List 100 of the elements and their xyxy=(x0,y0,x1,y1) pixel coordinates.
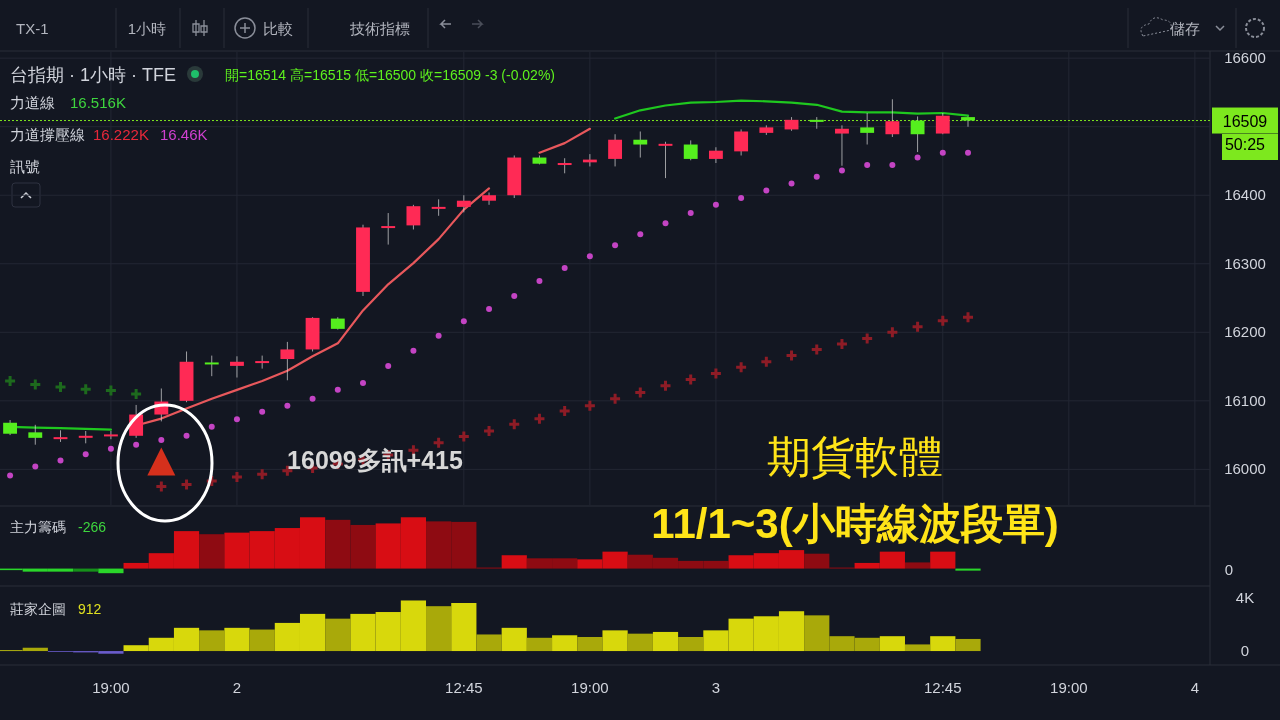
point xyxy=(54,380,67,394)
point xyxy=(57,457,64,464)
annotation: -266 xyxy=(78,519,107,535)
bar xyxy=(501,627,527,652)
point xyxy=(82,451,89,458)
point xyxy=(385,362,392,369)
point xyxy=(583,399,597,413)
point xyxy=(788,180,795,187)
annotation: 16.46K xyxy=(160,126,208,143)
candlestick xyxy=(885,98,900,138)
point xyxy=(147,447,176,476)
point xyxy=(965,149,971,156)
point xyxy=(208,423,215,430)
annotation: 莊家企圖 xyxy=(10,601,66,617)
point xyxy=(7,472,14,479)
point xyxy=(482,424,496,438)
candlestick xyxy=(734,128,749,156)
point xyxy=(180,477,194,491)
point xyxy=(712,201,719,208)
bar xyxy=(249,629,275,652)
annotation: 16.222K xyxy=(93,126,149,143)
point xyxy=(334,386,341,393)
text: 50:25 xyxy=(1224,136,1266,153)
candlestick xyxy=(835,124,849,167)
bar xyxy=(678,636,704,652)
candlestick xyxy=(910,115,925,153)
point xyxy=(961,310,975,324)
bar xyxy=(526,637,553,652)
x-tick-label: 19:00 xyxy=(92,679,130,696)
point xyxy=(154,480,168,493)
point xyxy=(709,366,723,380)
bar xyxy=(652,631,679,652)
x-tick-label: 19:00 xyxy=(1050,679,1088,696)
point xyxy=(838,167,845,174)
candlestick xyxy=(406,204,421,230)
point xyxy=(939,149,946,156)
point xyxy=(435,332,442,339)
bar xyxy=(325,618,351,652)
point xyxy=(633,386,647,400)
y-tick-label: 16100 xyxy=(1224,391,1266,409)
point xyxy=(885,325,899,339)
point xyxy=(158,436,165,443)
point xyxy=(360,380,366,387)
point xyxy=(79,382,93,396)
point xyxy=(259,408,266,415)
candlestick xyxy=(961,115,975,128)
candlestick xyxy=(658,141,673,179)
point xyxy=(813,173,820,180)
x-tick-label: 19:00 xyxy=(571,679,609,696)
annotation: 期貨軟體 xyxy=(767,432,943,481)
point xyxy=(586,253,593,260)
point xyxy=(133,441,140,448)
point xyxy=(457,429,471,443)
point xyxy=(810,342,824,356)
bar xyxy=(879,636,905,652)
annotation: 11/1~3(小時線波段單) xyxy=(651,500,1059,547)
candlestick xyxy=(28,424,43,446)
point xyxy=(507,417,521,431)
point xyxy=(104,384,118,398)
point xyxy=(734,360,748,374)
point xyxy=(662,220,669,227)
point xyxy=(486,306,493,312)
bar xyxy=(73,568,99,572)
point xyxy=(914,154,921,161)
bar xyxy=(904,644,931,652)
bar xyxy=(904,562,931,569)
point xyxy=(532,412,546,426)
point xyxy=(536,277,543,284)
candlestick xyxy=(103,430,118,440)
point xyxy=(183,432,190,439)
point xyxy=(684,373,698,387)
point xyxy=(460,318,467,325)
point xyxy=(410,347,417,354)
point xyxy=(255,467,269,481)
point xyxy=(659,379,672,393)
bar xyxy=(199,534,225,569)
candlestick xyxy=(708,146,723,164)
x-tick-label: 4 xyxy=(1190,679,1200,696)
text: 技術指標 xyxy=(349,20,410,37)
text: 1小時 xyxy=(127,20,167,37)
bar xyxy=(955,568,981,571)
text: 儲存 xyxy=(1170,20,1200,37)
point xyxy=(309,395,316,402)
x-tick-label: 12:45 xyxy=(445,679,483,696)
point xyxy=(233,416,240,423)
point xyxy=(284,402,291,409)
point xyxy=(558,404,572,418)
candlestick xyxy=(683,139,698,161)
bar xyxy=(627,633,653,652)
point xyxy=(612,242,619,249)
x-tick-label: 12:45 xyxy=(924,679,962,696)
candlestick xyxy=(204,355,219,377)
y-tick-label: 16400 xyxy=(1224,186,1266,204)
annotation: 力道線 xyxy=(10,94,55,111)
y-tick-label: 16300 xyxy=(1224,254,1266,272)
point xyxy=(687,210,694,217)
point xyxy=(107,445,114,452)
bar xyxy=(199,630,225,652)
y-tick-label: 0 xyxy=(1240,642,1250,660)
point xyxy=(759,355,773,369)
